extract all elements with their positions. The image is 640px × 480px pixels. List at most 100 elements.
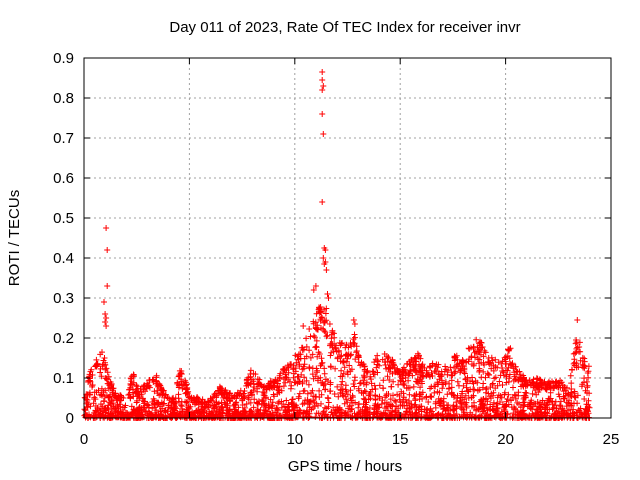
data-point <box>556 402 563 409</box>
data-point <box>127 382 134 389</box>
data-point <box>251 396 258 403</box>
data-point <box>499 365 506 371</box>
data-point <box>310 332 317 339</box>
data-point <box>247 367 254 374</box>
data-point <box>563 411 570 418</box>
data-point <box>261 392 268 399</box>
axis-ticks: 0 5 10 15 20 25 0 0.1 0.2 0.3 0.4 0.5 0.6 0.7 0.8 0.9 <box>53 50 619 448</box>
data-point <box>313 337 320 344</box>
data-point <box>338 367 345 374</box>
data-point <box>178 378 185 385</box>
data-point <box>290 362 297 369</box>
data-point <box>318 400 324 407</box>
data-point <box>122 402 129 409</box>
data-point <box>431 389 438 396</box>
data-point <box>224 407 231 414</box>
data-point <box>166 397 173 404</box>
data-point <box>93 414 100 420</box>
data-point <box>151 388 158 395</box>
data-point <box>260 392 267 398</box>
data-point <box>322 329 329 336</box>
data-point <box>103 365 110 372</box>
data-point <box>125 392 132 398</box>
data-point <box>574 317 581 323</box>
data-point <box>380 385 386 392</box>
data-point <box>321 412 328 418</box>
data-point <box>508 404 515 411</box>
data-point <box>301 387 308 394</box>
data-point <box>364 367 371 374</box>
data-point <box>347 387 354 394</box>
data-point <box>512 363 519 370</box>
data-point <box>141 382 148 389</box>
data-point <box>259 389 266 395</box>
data-point <box>221 399 228 406</box>
data-point <box>91 389 98 396</box>
data-point <box>428 408 435 415</box>
data-point <box>318 391 325 398</box>
data-point <box>306 326 313 332</box>
data-point <box>397 378 404 385</box>
data-point <box>304 390 311 397</box>
data-point <box>509 361 516 368</box>
data-point <box>320 255 327 261</box>
data-point <box>313 369 320 376</box>
data-point <box>465 358 472 365</box>
data-point <box>444 391 451 398</box>
data-point <box>522 377 528 384</box>
data-point <box>502 356 509 363</box>
y-tick-label: 0.7 <box>53 130 74 147</box>
data-point <box>458 400 464 407</box>
data-point <box>458 359 465 366</box>
data-point <box>275 386 282 393</box>
data-point <box>95 387 102 394</box>
data-point <box>199 406 205 413</box>
data-point <box>403 385 410 392</box>
y-tick-label: 0.4 <box>53 250 74 267</box>
data-point <box>275 400 281 407</box>
data-point <box>499 382 506 388</box>
data-point <box>448 390 455 397</box>
data-point <box>474 356 481 362</box>
data-point <box>475 406 482 413</box>
data-point <box>532 413 539 420</box>
data-point <box>369 386 376 393</box>
data-point <box>341 364 348 371</box>
data-point <box>473 336 480 343</box>
data-point <box>247 373 254 380</box>
data-point <box>309 351 316 358</box>
data-point <box>282 371 289 378</box>
data-point <box>179 408 186 415</box>
data-point <box>421 414 428 421</box>
data-point <box>322 247 329 253</box>
data-point <box>584 411 591 418</box>
data-point <box>477 398 483 405</box>
data-point <box>506 355 513 362</box>
data-point <box>490 367 497 374</box>
data-point <box>325 399 332 406</box>
data-point <box>312 344 319 351</box>
data-point <box>469 411 476 418</box>
data-point <box>355 359 362 366</box>
data-point <box>274 380 281 387</box>
data-point <box>115 409 122 416</box>
data-point <box>295 393 302 400</box>
data-point <box>500 404 507 411</box>
data-point <box>538 379 545 386</box>
data-point <box>306 414 313 420</box>
data-point <box>371 359 378 366</box>
data-point <box>483 389 489 396</box>
data-point <box>492 385 499 392</box>
data-point <box>521 381 528 388</box>
data-point <box>299 344 306 351</box>
data-point <box>560 388 567 395</box>
data-point <box>416 396 423 403</box>
data-point <box>296 390 303 397</box>
data-point <box>355 354 362 360</box>
data-point <box>564 412 571 419</box>
data-point <box>303 377 310 384</box>
data-point <box>159 413 166 420</box>
data-point <box>446 380 453 387</box>
data-point <box>319 87 326 93</box>
data-point <box>510 384 516 391</box>
